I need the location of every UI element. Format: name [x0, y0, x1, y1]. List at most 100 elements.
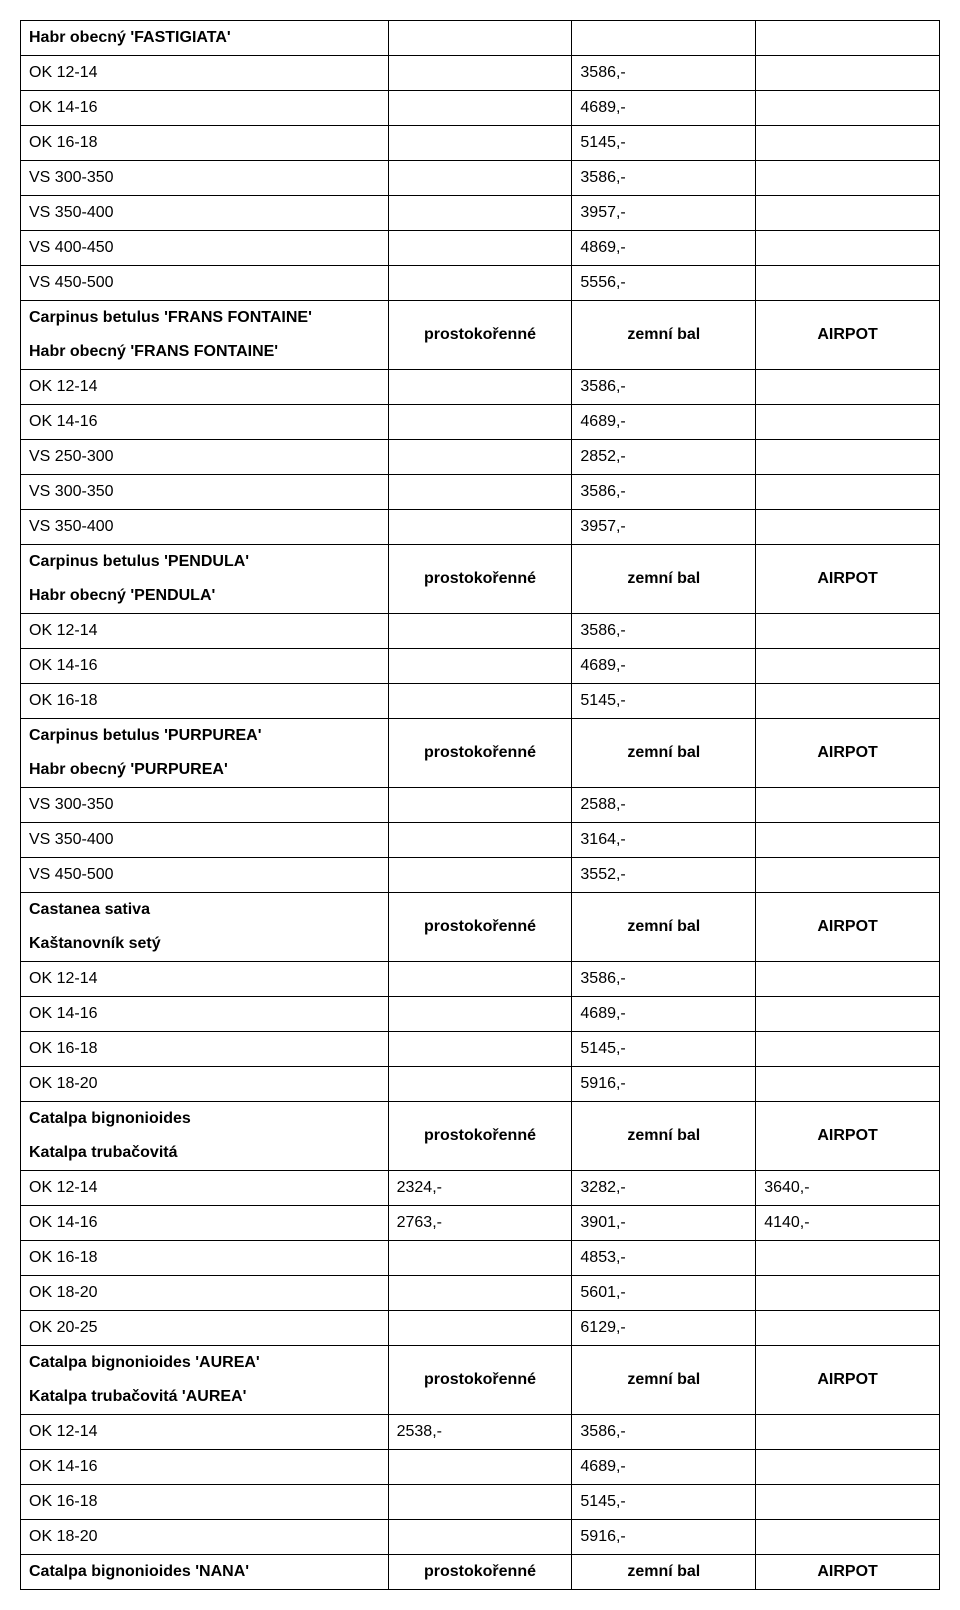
col-header: zemní bal	[572, 719, 756, 788]
price-cell	[388, 684, 572, 719]
price-cell: 5916,-	[572, 1520, 756, 1555]
section-subtitle: Katalpa trubačovitá	[21, 1136, 389, 1171]
size-label: OK 16-18	[21, 1032, 389, 1067]
price-cell	[756, 1067, 940, 1102]
price-cell	[388, 266, 572, 301]
price-cell: 3164,-	[572, 823, 756, 858]
col-header: prostokořenné	[388, 1555, 572, 1590]
table-row: Catalpa bignonioides 'AUREA'prostokořenn…	[21, 1346, 940, 1381]
price-cell	[388, 858, 572, 893]
price-cell: 3957,-	[572, 196, 756, 231]
table-row: OK 14-164689,-	[21, 997, 940, 1032]
price-cell: 4689,-	[572, 405, 756, 440]
size-label: OK 12-14	[21, 1171, 389, 1206]
table-row: OK 12-143586,-	[21, 370, 940, 405]
price-cell	[388, 962, 572, 997]
price-cell: 5145,-	[572, 1485, 756, 1520]
price-cell: 4853,-	[572, 1241, 756, 1276]
size-label: VS 350-400	[21, 823, 389, 858]
section-subtitle: Habr obecný 'PURPUREA'	[21, 753, 389, 788]
price-cell	[756, 1241, 940, 1276]
size-label: OK 12-14	[21, 56, 389, 91]
size-label: OK 12-14	[21, 370, 389, 405]
price-cell	[756, 1311, 940, 1346]
price-cell	[388, 1241, 572, 1276]
size-label: OK 18-20	[21, 1067, 389, 1102]
size-label: VS 350-400	[21, 196, 389, 231]
price-cell: 3586,-	[572, 962, 756, 997]
price-cell	[756, 614, 940, 649]
price-cell	[756, 858, 940, 893]
size-label: VS 250-300	[21, 440, 389, 475]
price-cell: 3282,-	[572, 1171, 756, 1206]
price-cell: 3586,-	[572, 161, 756, 196]
size-label: OK 14-16	[21, 997, 389, 1032]
section-subtitle: Habr obecný 'PENDULA'	[21, 579, 389, 614]
price-cell	[388, 788, 572, 823]
price-cell	[756, 405, 940, 440]
table-row: OK 12-142324,-3282,-3640,-	[21, 1171, 940, 1206]
section-title: Carpinus betulus 'PENDULA'	[21, 545, 389, 580]
price-cell: 5145,-	[572, 1032, 756, 1067]
col-header: prostokořenné	[388, 719, 572, 788]
table-row: OK 14-164689,-	[21, 91, 940, 126]
size-label: OK 14-16	[21, 405, 389, 440]
price-cell	[756, 231, 940, 266]
price-cell	[388, 1032, 572, 1067]
col-header: AIRPOT	[756, 893, 940, 962]
price-cell: 2588,-	[572, 788, 756, 823]
section-subtitle: Habr obecný 'FRANS FONTAINE'	[21, 335, 389, 370]
price-cell	[388, 405, 572, 440]
price-cell: 5145,-	[572, 126, 756, 161]
price-cell: 2324,-	[388, 1171, 572, 1206]
price-cell	[756, 823, 940, 858]
col-header: AIRPOT	[756, 1555, 940, 1590]
table-row: Carpinus betulus 'PENDULA'prostokořennéz…	[21, 545, 940, 580]
col-header: AIRPOT	[756, 1102, 940, 1171]
price-cell	[756, 440, 940, 475]
section-title: Castanea sativa	[21, 893, 389, 928]
table-row: OK 16-185145,-	[21, 126, 940, 161]
table-row: OK 16-18 5145,-	[21, 1485, 940, 1520]
price-cell	[756, 126, 940, 161]
price-cell	[756, 266, 940, 301]
col-header: AIRPOT	[756, 545, 940, 614]
size-label: OK 12-14	[21, 962, 389, 997]
section-title: Catalpa bignonioides	[21, 1102, 389, 1137]
price-cell	[388, 614, 572, 649]
price-cell	[388, 475, 572, 510]
size-label: VS 300-350	[21, 161, 389, 196]
price-cell: 5601,-	[572, 1276, 756, 1311]
price-table: Habr obecný 'FASTIGIATA'OK 12-143586,-OK…	[20, 20, 940, 1590]
table-row: OK 12-143586,-	[21, 614, 940, 649]
table-row: Catalpa bignonioidesprostokořennézemní b…	[21, 1102, 940, 1137]
table-row: VS 250-300 2852,-	[21, 440, 940, 475]
size-label: OK 14-16	[21, 649, 389, 684]
col-header: zemní bal	[572, 1346, 756, 1415]
table-row: VS 300-3503586,-	[21, 475, 940, 510]
price-cell	[388, 161, 572, 196]
col-header: zemní bal	[572, 893, 756, 962]
price-cell	[756, 649, 940, 684]
price-cell: 3901,-	[572, 1206, 756, 1241]
price-cell	[756, 475, 940, 510]
price-cell: 2538,-	[388, 1415, 572, 1450]
table-row: OK 18-205916,-	[21, 1067, 940, 1102]
price-cell: 5556,-	[572, 266, 756, 301]
price-cell	[756, 684, 940, 719]
section-title: Carpinus betulus 'PURPUREA'	[21, 719, 389, 754]
empty-cell	[756, 21, 940, 56]
price-cell: 6129,-	[572, 1311, 756, 1346]
price-cell	[756, 1485, 940, 1520]
price-cell	[756, 1276, 940, 1311]
price-cell	[756, 1450, 940, 1485]
price-cell: 4140,-	[756, 1206, 940, 1241]
price-cell: 3552,-	[572, 858, 756, 893]
price-cell	[388, 370, 572, 405]
price-cell	[388, 1450, 572, 1485]
size-label: OK 16-18	[21, 1485, 389, 1520]
size-label: OK 12-14	[21, 614, 389, 649]
price-cell: 4689,-	[572, 1450, 756, 1485]
price-cell: 2852,-	[572, 440, 756, 475]
price-cell: 4689,-	[572, 91, 756, 126]
